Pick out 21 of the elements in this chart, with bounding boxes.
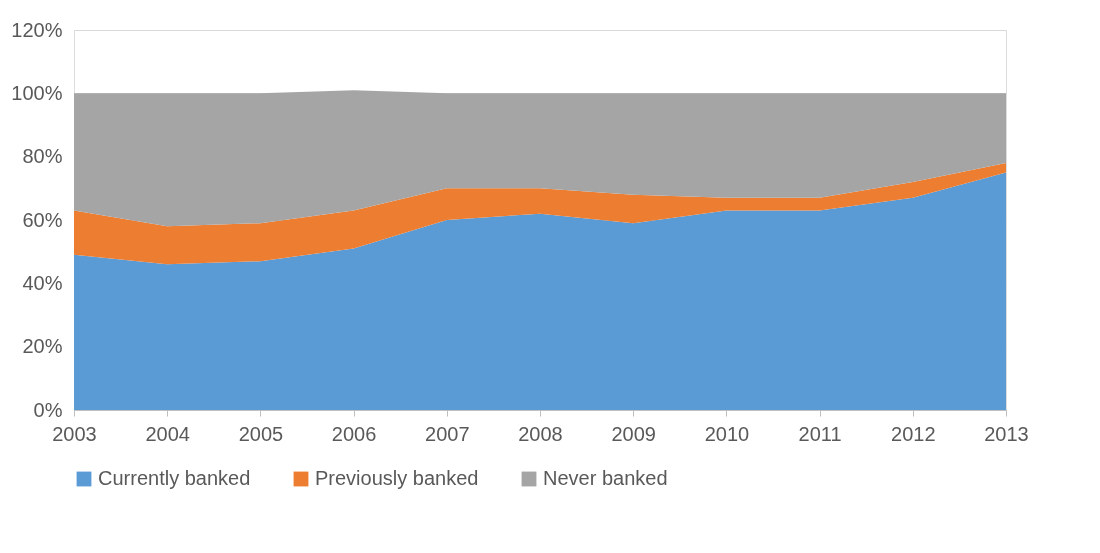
legend-label: Previously banked <box>315 467 479 489</box>
legend-label: Currently banked <box>98 467 251 489</box>
x-tick-label: 2008 <box>518 422 563 445</box>
x-tick-label: 2012 <box>891 422 936 445</box>
x-tick-label: 2004 <box>145 422 190 445</box>
x-tick-label: 2005 <box>238 422 284 445</box>
y-tick-label: 100% <box>11 81 63 104</box>
y-tick-label: 120% <box>11 18 63 41</box>
x-tick-label: 2009 <box>611 422 656 445</box>
y-tick-label: 0% <box>33 398 63 421</box>
x-tick-label: 2006 <box>331 422 377 445</box>
x-tick-label: 2010 <box>704 422 750 445</box>
x-tick-label: 2011 <box>798 422 842 445</box>
y-tick-label: 40% <box>22 271 63 294</box>
x-tick-label: 2013 <box>984 422 1029 445</box>
x-tick-label: 2007 <box>425 422 470 445</box>
legend-label: Never banked <box>543 467 668 489</box>
y-tick-label: 20% <box>22 335 63 358</box>
x-tick-label: 2003 <box>52 422 97 445</box>
y-tick-label: 60% <box>22 208 63 231</box>
y-tick-label: 80% <box>22 145 63 168</box>
